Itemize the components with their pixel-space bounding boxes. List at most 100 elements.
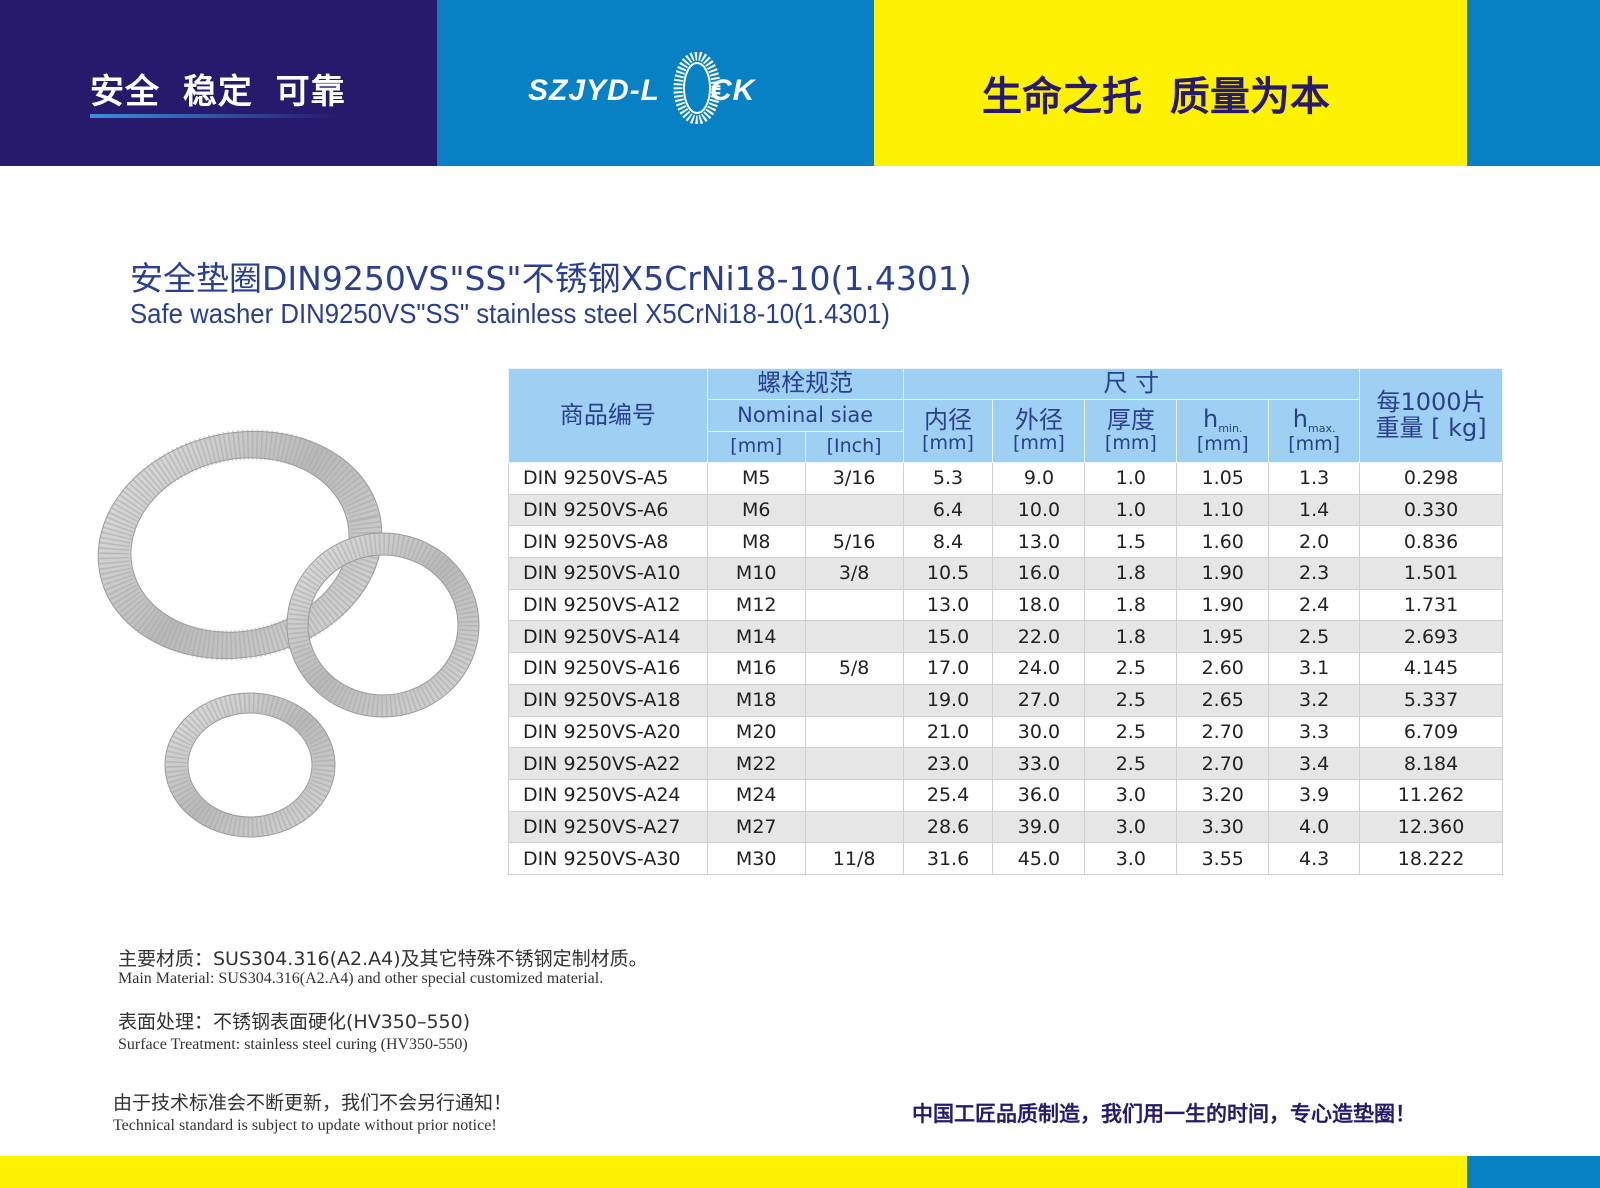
table-cell: 2.70 (1176, 715, 1270, 749)
table-cell: 39.0 (992, 810, 1086, 844)
table-cell: 9.0 (992, 462, 1086, 495)
table-cell: 11/8 (804, 842, 904, 875)
footer-band-yellow (0, 1156, 1467, 1188)
table-cell: 3/8 (804, 557, 904, 590)
table-cell: 5.3 (902, 462, 994, 495)
table-cell: 16.0 (992, 557, 1086, 590)
table-cell: 5/16 (804, 525, 904, 559)
table-cell: 1.95 (1176, 620, 1270, 654)
table-cell: 2.693 (1359, 620, 1503, 654)
table-cell: 1.10 (1176, 493, 1270, 527)
table-cell: M30 (706, 842, 806, 875)
table-cell: 18.222 (1359, 842, 1503, 875)
table-cell: DIN 9250VS-A8 (508, 525, 708, 559)
table-row: DIN 9250VS-A22 M22 23.0 33.0 2.5 2.70 3.4 8.184 (508, 747, 1503, 780)
table-cell: 33.0 (992, 747, 1086, 780)
slogan-underline (90, 114, 340, 118)
weight-line2: 重量 [ kg] (1375, 413, 1487, 442)
table-cell: 17.0 (902, 652, 994, 685)
header-band-blue (437, 0, 874, 166)
header-inch: [Inch] (804, 431, 904, 463)
table-cell: 5.337 (1359, 683, 1503, 717)
table-cell: 2.5 (1084, 683, 1178, 717)
table-cell (804, 715, 904, 749)
table-cell: M16 (706, 652, 806, 685)
table-cell: 8.184 (1359, 747, 1503, 780)
table-cell (804, 683, 904, 717)
table-row: DIN 9250VS-A5 M5 3/16 5.3 9.0 1.0 1.05 1.3 0.298 (508, 462, 1503, 495)
table-cell: 4.145 (1359, 652, 1503, 685)
header-band-navy (0, 0, 437, 166)
table-cell: 1.0 (1084, 493, 1178, 527)
table-cell: 45.0 (992, 842, 1086, 875)
table-cell: 1.501 (1359, 557, 1503, 590)
table-cell: DIN 9250VS-A24 (508, 778, 708, 812)
notice-cn: 由于技术标准会不断更新，我们不会另行通知！ (113, 1092, 513, 1114)
surface-en: Surface Treatment: stainless steel curin… (118, 1036, 468, 1053)
table-cell: M10 (706, 557, 806, 590)
table-cell: 3.20 (1176, 778, 1270, 812)
table-cell (804, 810, 904, 844)
table-cell: 1.731 (1359, 588, 1503, 622)
title-cn: 安全垫圈DIN9250VS"SS"不锈钢X5CrNi18-10(1.4301) (130, 259, 972, 298)
table-row: DIN 9250VS-A12 M12 13.0 18.0 1.8 1.90 2.4 1.731 (508, 588, 1503, 622)
table-cell: 36.0 (992, 778, 1086, 812)
table-cell: 3.0 (1084, 810, 1178, 844)
table-cell: M20 (706, 715, 806, 749)
table-cell: DIN 9250VS-A14 (508, 620, 708, 654)
table-cell: M5 (706, 462, 806, 495)
table-cell: 2.3 (1268, 557, 1361, 590)
header-hmax: hmax. [mm] (1268, 399, 1361, 463)
table-cell: 27.0 (992, 683, 1086, 717)
table-cell: 3.3 (1268, 715, 1361, 749)
header-band-blue-right (1467, 0, 1600, 166)
header-bolt: 螺栓规范 (706, 368, 904, 400)
table-cell: M14 (706, 620, 806, 654)
table-cell: M22 (706, 747, 806, 780)
table-row: DIN 9250VS-A6 M6 6.4 10.0 1.0 1.10 1.4 0.330 (508, 493, 1503, 527)
table-cell: 11.262 (1359, 778, 1503, 812)
surface-cn: 表面处理：不锈钢表面硬化(HV350–550) (118, 1011, 471, 1033)
table-cell: DIN 9250VS-A10 (508, 557, 708, 590)
material-en: Main Material: SUS304.316(A2.A4) and oth… (118, 970, 604, 987)
table-cell (804, 620, 904, 654)
table-cell: 2.70 (1176, 747, 1270, 780)
title-en: Safe washer DIN9250VS"SS" stainless stee… (130, 298, 890, 329)
table-cell: 0.330 (1359, 493, 1503, 527)
table-cell: 0.298 (1359, 462, 1503, 495)
header-hmin: hmin. [mm] (1176, 399, 1270, 463)
table-cell: M24 (706, 778, 806, 812)
table-cell: 3.9 (1268, 778, 1361, 812)
table-row: DIN 9250VS-A27 M27 28.6 39.0 3.0 3.30 4.0 12.36… (508, 810, 1503, 844)
logo-text-left: SZJYD-L (528, 74, 661, 107)
table-cell: 23.0 (902, 747, 994, 780)
table-cell: 31.6 (902, 842, 994, 875)
table-cell: 2.65 (1176, 683, 1270, 717)
table-cell: 1.5 (1084, 525, 1178, 559)
table-cell: 2.5 (1084, 652, 1178, 685)
table-cell: 1.60 (1176, 525, 1270, 559)
table-cell: 1.8 (1084, 620, 1178, 654)
table-row: DIN 9250VS-A8 M8 5/16 8.4 13.0 1.5 1.60 2.0 0.83… (508, 525, 1503, 559)
table-cell: 3.2 (1268, 683, 1361, 717)
table-cell: 3.55 (1176, 842, 1270, 875)
table-cell: 6.4 (902, 493, 994, 527)
weight-line1: 每1000片 (1376, 388, 1486, 417)
header-outer: 外径 [mm] (992, 399, 1086, 463)
table-cell: 1.8 (1084, 557, 1178, 590)
table-cell: DIN 9250VS-A12 (508, 588, 708, 622)
table-cell: DIN 9250VS-A30 (508, 842, 708, 875)
logo-washer-icon (673, 52, 721, 124)
footer-band-blue (1467, 1156, 1600, 1188)
header-code: 商品编号 (508, 368, 708, 463)
table-cell: 2.5 (1084, 747, 1178, 780)
table-row: DIN 9250VS-A20 M20 21.0 30.0 2.5 2.70 3.3 6.709 (508, 715, 1503, 749)
table-cell: 30.0 (992, 715, 1086, 749)
table-cell: DIN 9250VS-A22 (508, 747, 708, 780)
table-row: DIN 9250VS-A14 M14 15.0 22.0 1.8 1.95 2.5 2.693 (508, 620, 1503, 654)
table-cell: 13.0 (902, 588, 994, 622)
table-row: DIN 9250VS-A18 M18 19.0 27.0 2.5 2.65 3.2 5.337 (508, 683, 1503, 717)
header-nominal: Nominal siae (706, 399, 904, 432)
table-cell: 8.4 (902, 525, 994, 559)
table-cell: 3.1 (1268, 652, 1361, 685)
